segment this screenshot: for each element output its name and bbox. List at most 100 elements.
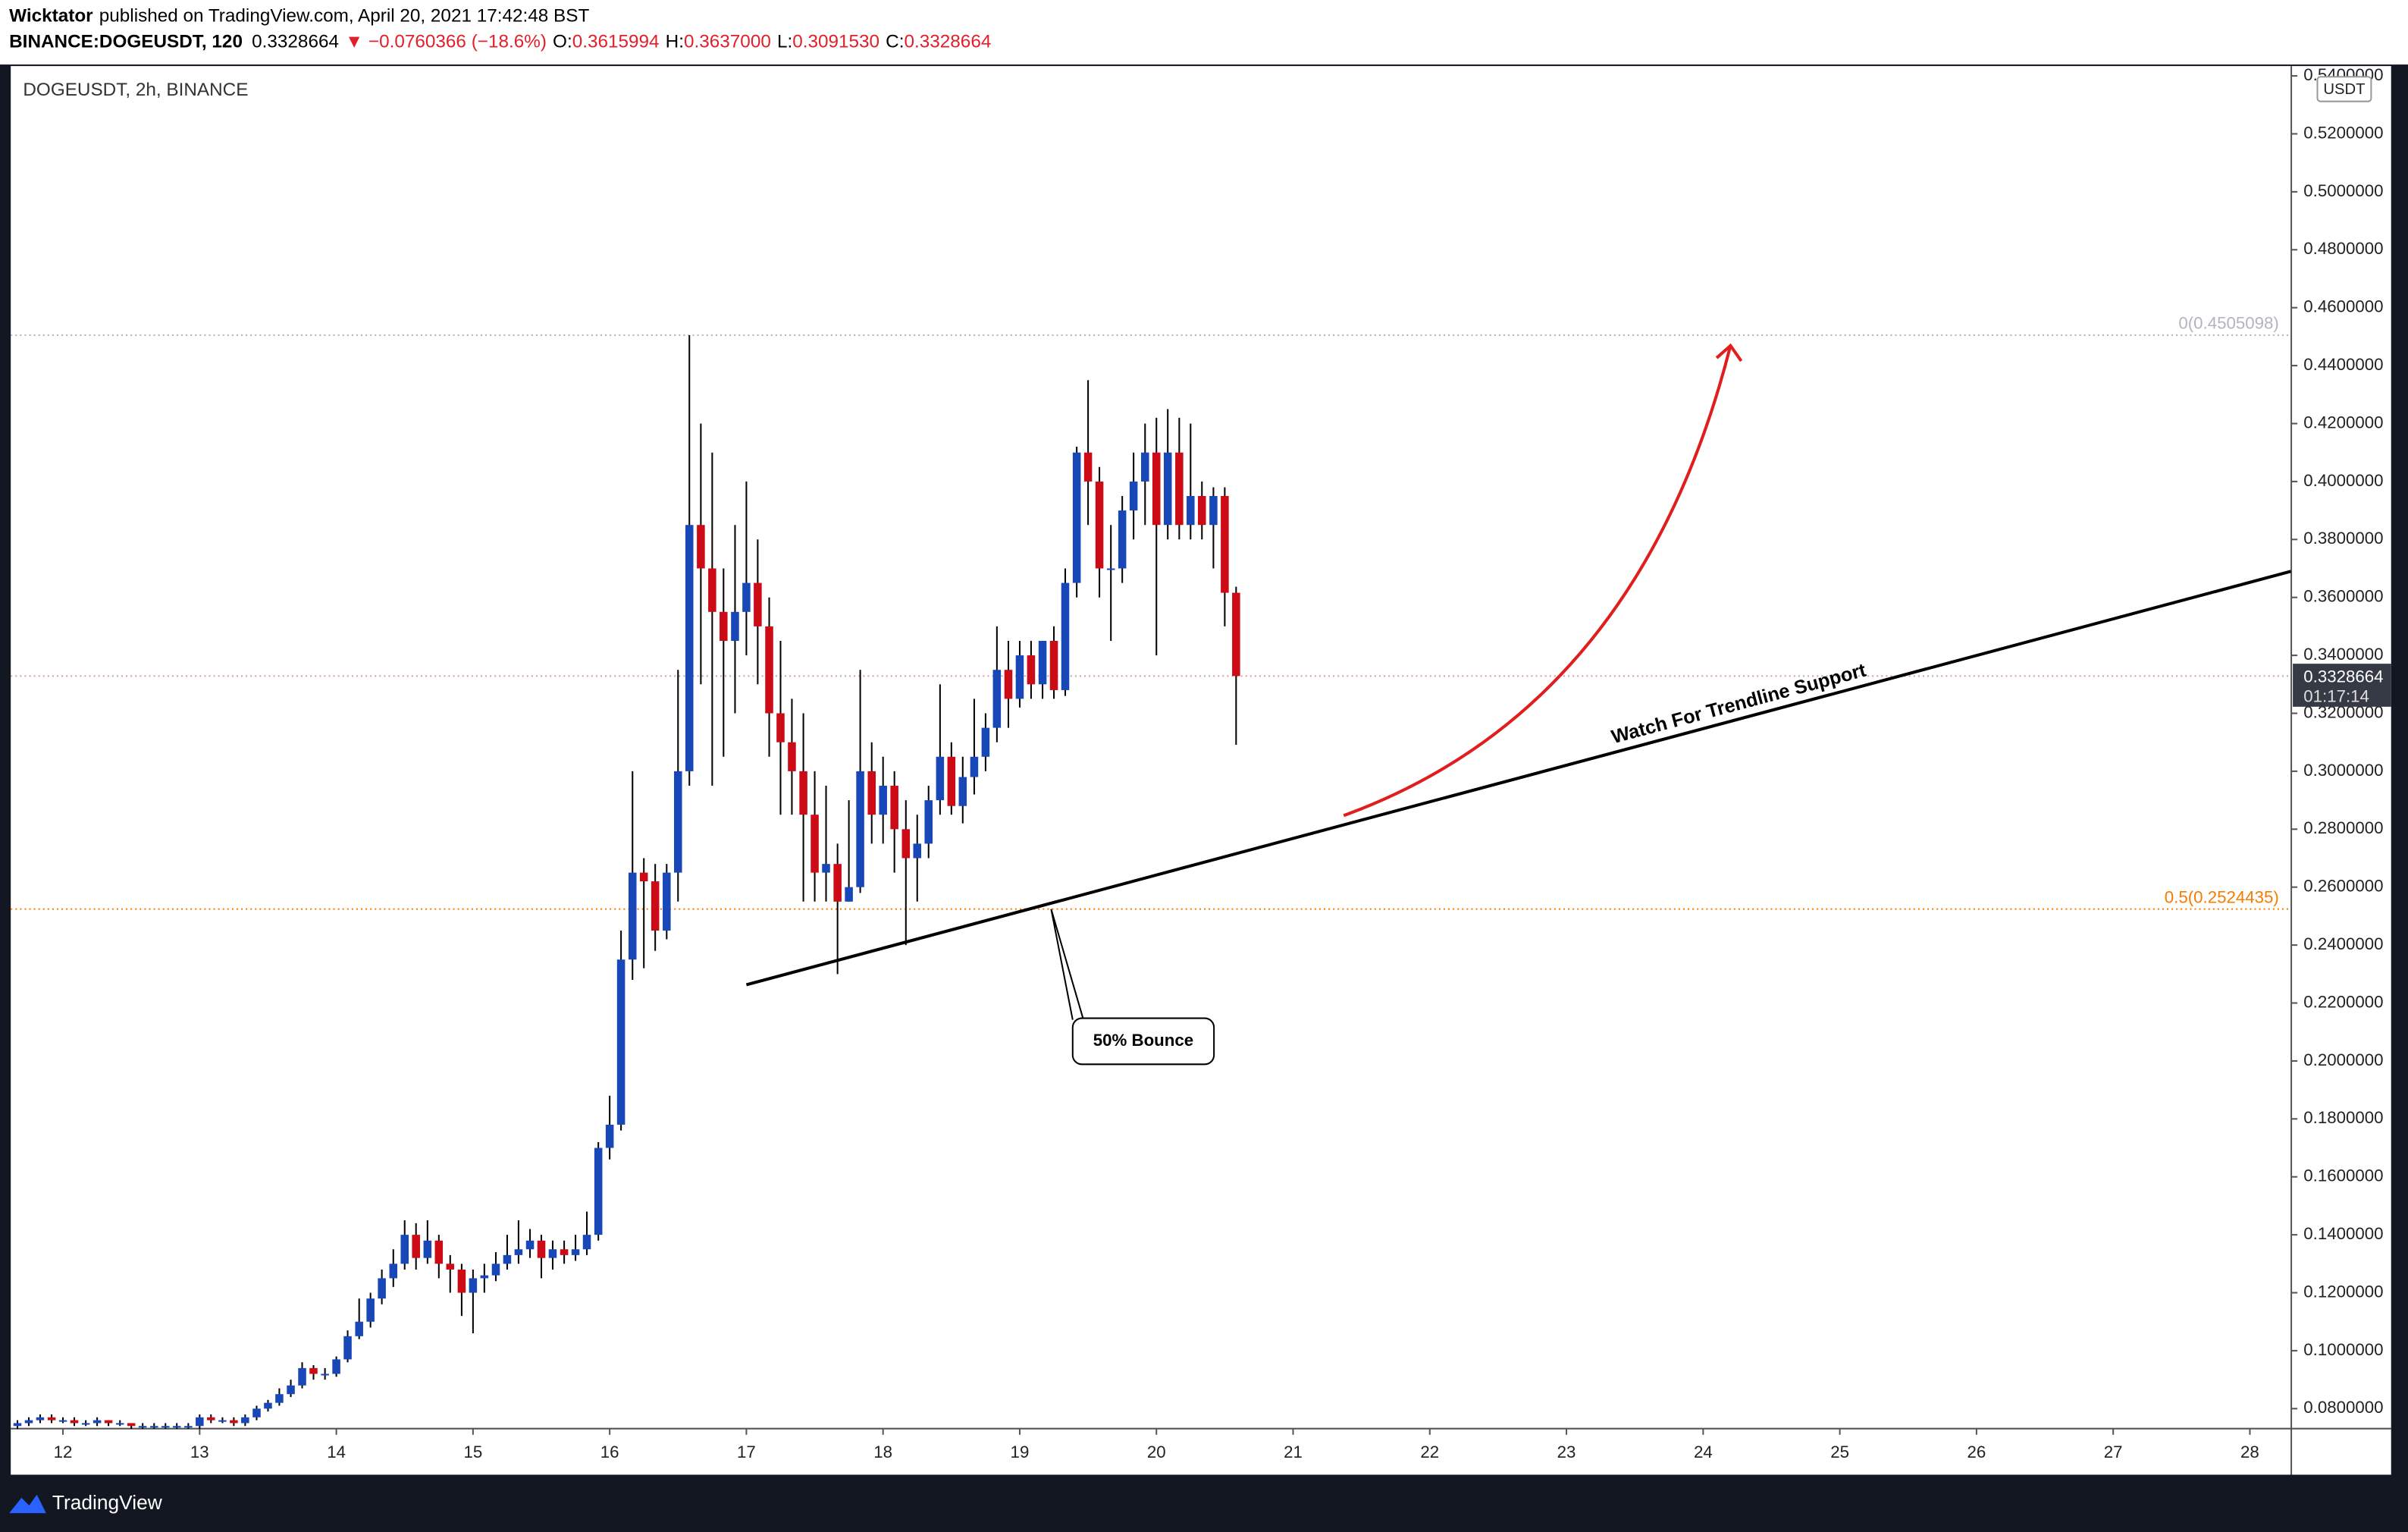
last: 0.3328664	[252, 32, 339, 52]
candle-body	[514, 1249, 523, 1255]
y-tick-label: 0.4600000	[2303, 297, 2383, 316]
last-price-label: 0.3328664	[2303, 667, 2383, 686]
arrow-head	[1715, 343, 1743, 363]
candle-body	[582, 1235, 591, 1250]
header-line: Wicktator published on TradingView.com, A…	[9, 6, 589, 27]
candle-body	[184, 1426, 193, 1428]
tv-logo: TradingView	[9, 1491, 163, 1514]
candle-body	[1163, 452, 1172, 526]
currency: USDT	[2323, 81, 2365, 98]
candle-body	[992, 670, 1002, 728]
candle-body	[1209, 495, 1218, 526]
candle-body	[890, 786, 898, 830]
candle-body	[1106, 568, 1115, 570]
candle-body	[47, 1417, 56, 1421]
candle-body	[1015, 655, 1024, 699]
change: ▼ −0.0760366 (−18.6%)	[345, 32, 547, 52]
candle-body	[104, 1420, 113, 1424]
candle-body	[366, 1298, 375, 1322]
candle-body	[172, 1426, 181, 1428]
x-tick-label: 18	[873, 1443, 892, 1461]
candle-body	[856, 771, 864, 887]
candle-body	[697, 525, 705, 569]
candle-body	[731, 611, 739, 642]
forecast-arrow	[1343, 345, 1732, 818]
candle-body	[1152, 452, 1161, 526]
candle-body	[241, 1417, 249, 1424]
candle-body	[150, 1426, 158, 1428]
candle-body	[594, 1147, 603, 1235]
y-tick-label: 0.4000000	[2303, 471, 2383, 490]
candle-body	[981, 727, 990, 757]
brand: TradingView	[52, 1491, 163, 1514]
candle-body	[264, 1402, 272, 1409]
candle-body	[811, 815, 819, 873]
candle-body	[867, 771, 876, 815]
y-tick-label: 0.2200000	[2303, 992, 2383, 1011]
candle-body	[605, 1124, 614, 1148]
candle-body	[936, 756, 945, 801]
candle-body	[275, 1394, 284, 1403]
y-tick-label: 0.3400000	[2303, 645, 2383, 664]
x-tick-label: 12	[54, 1443, 73, 1461]
x-tick-label: 27	[2104, 1443, 2123, 1461]
candle-body	[1129, 481, 1138, 511]
candle-body	[24, 1420, 33, 1424]
candle-body	[36, 1417, 45, 1421]
candle-body	[355, 1321, 363, 1336]
candle-body	[503, 1254, 512, 1264]
candle-body	[571, 1249, 580, 1255]
chart-bg	[11, 66, 2391, 1475]
candle-body	[207, 1417, 215, 1421]
x-tick-label: 22	[1420, 1443, 1439, 1461]
x-tick-label: 24	[1694, 1443, 1713, 1461]
candle-body	[663, 872, 671, 931]
callout-pointer	[1050, 909, 1084, 1020]
y-tick-label: 0.5000000	[2303, 181, 2383, 200]
candle-body	[708, 568, 716, 612]
level-label: 0(0.4505098)	[2178, 314, 2278, 333]
candle-body	[742, 582, 751, 612]
candle-body	[332, 1359, 340, 1374]
candle-body	[13, 1423, 22, 1427]
header-bg	[0, 0, 2408, 65]
h-label: H:	[666, 32, 684, 52]
c: 0.3328664	[904, 32, 991, 52]
candle-body	[92, 1420, 102, 1424]
y-tick-label: 0.1200000	[2303, 1282, 2383, 1301]
candle-body	[765, 626, 773, 714]
candle-body	[343, 1336, 352, 1360]
logo-icon	[9, 1494, 46, 1514]
candle-body	[1221, 495, 1229, 593]
x-tick-label: 19	[1011, 1443, 1030, 1461]
c-label: C:	[886, 32, 904, 52]
candle-body	[389, 1264, 398, 1279]
author: Wicktator	[9, 6, 93, 27]
candle-body	[446, 1264, 455, 1270]
candle-body	[947, 756, 956, 806]
candle-body	[480, 1275, 489, 1279]
x-tick-label: 16	[600, 1443, 619, 1461]
candle-body	[218, 1420, 227, 1422]
candle-body	[1187, 495, 1195, 526]
candle-body	[958, 777, 967, 806]
candle-body	[469, 1278, 478, 1293]
symbol: BINANCE:DOGEUSDT, 120	[9, 32, 243, 52]
y-tick-label: 0.2000000	[2303, 1050, 2383, 1069]
candle-body	[400, 1235, 409, 1264]
candle-body	[161, 1426, 170, 1428]
candle-body	[901, 829, 911, 859]
x-tick-label: 28	[2240, 1443, 2259, 1461]
currency-badge	[2316, 76, 2372, 102]
candle-body	[674, 771, 682, 873]
candle-body	[81, 1423, 90, 1425]
y-tick-label: 0.4800000	[2303, 239, 2383, 258]
candle-body	[548, 1249, 557, 1258]
candle-body	[924, 800, 933, 844]
y-tick-label: 0.1000000	[2303, 1340, 2383, 1359]
candle-body	[196, 1417, 204, 1427]
y-tick-label: 0.3000000	[2303, 761, 2383, 780]
candle-body	[685, 525, 694, 771]
candle-body	[1072, 452, 1081, 583]
x-tick-label: 21	[1284, 1443, 1303, 1461]
